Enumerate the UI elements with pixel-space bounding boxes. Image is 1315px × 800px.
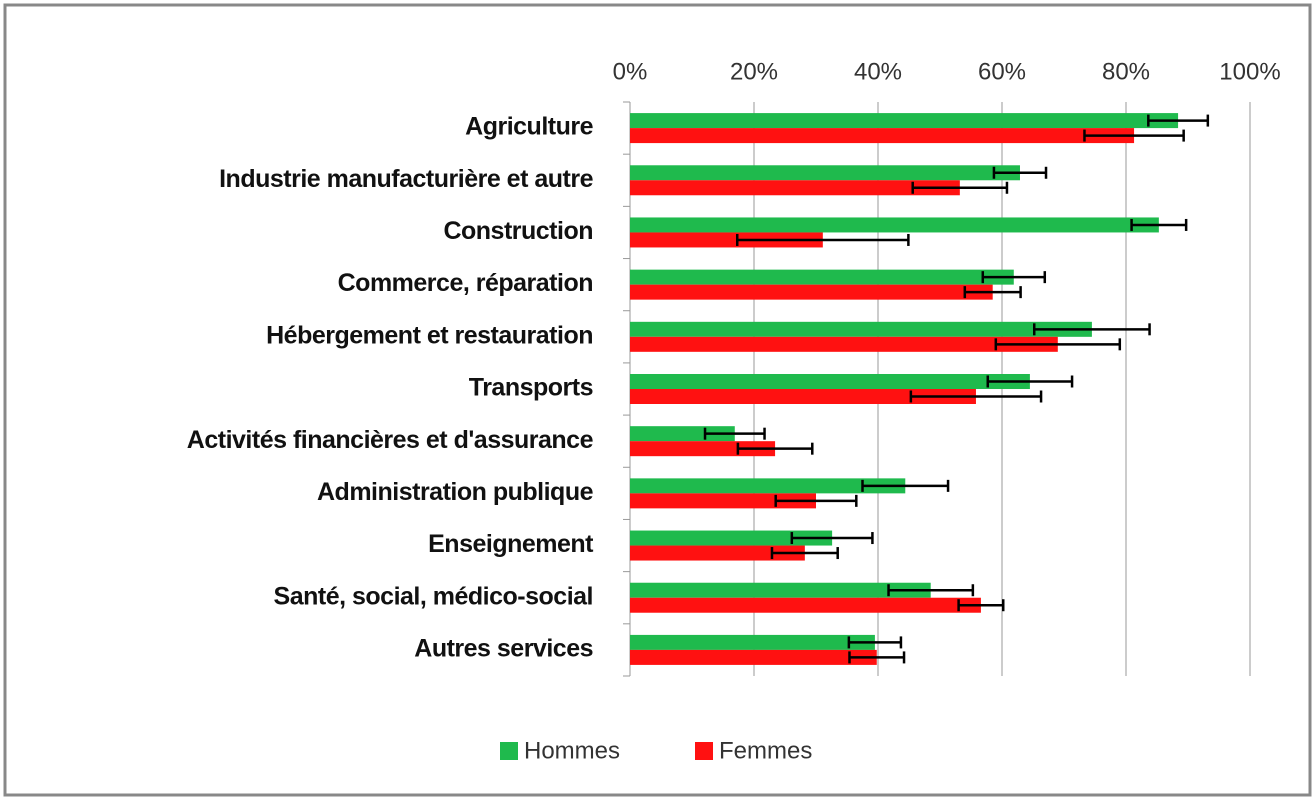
bar <box>630 217 1159 233</box>
legend-label: Femmes <box>719 737 812 764</box>
category-label: Construction <box>443 217 593 245</box>
category-label: Agriculture <box>465 113 593 141</box>
bar <box>630 336 1058 352</box>
category-label: Transports <box>469 374 593 402</box>
bar <box>630 582 931 598</box>
bar <box>630 269 1014 285</box>
error-bar <box>861 479 950 492</box>
bar <box>630 128 1135 144</box>
error-bar <box>963 286 1022 299</box>
error-bar <box>887 584 975 597</box>
error-bar <box>1130 218 1188 231</box>
bar <box>630 321 1092 337</box>
bar <box>630 165 1020 181</box>
error-bar <box>848 651 906 664</box>
error-bar <box>847 636 903 649</box>
bar <box>630 284 993 300</box>
bar <box>630 649 877 665</box>
category-label: Hébergement et restauration <box>266 321 593 349</box>
bar <box>630 478 906 494</box>
bar <box>630 493 816 509</box>
category-label: Commerce, réparation <box>338 269 593 297</box>
error-bar <box>736 233 910 246</box>
bar <box>630 232 823 248</box>
legend-swatch <box>695 742 713 760</box>
error-bar <box>1083 129 1185 142</box>
error-bar <box>981 271 1047 284</box>
bar <box>630 374 1030 389</box>
error-bar <box>790 532 874 545</box>
legend-swatch <box>500 742 518 760</box>
category-label: Administration publique <box>317 478 594 506</box>
category-label: Activités financières et d'assurance <box>187 426 594 454</box>
bar <box>630 113 1179 129</box>
error-bar <box>736 442 814 455</box>
error-bar <box>703 427 766 440</box>
bar <box>630 597 981 613</box>
bar <box>630 530 833 546</box>
error-bar <box>909 390 1043 403</box>
x-tick-label: 40% <box>854 58 902 85</box>
legend-label: Hommes <box>524 737 620 764</box>
error-bar <box>994 338 1122 351</box>
category-label: Santé, social, médico-social <box>274 582 593 610</box>
error-bar <box>774 494 858 507</box>
error-bar <box>1147 114 1210 127</box>
category-label: Autres services <box>414 635 593 663</box>
category-label: Industrie manufacturière et autre <box>219 165 593 193</box>
bar <box>630 180 960 196</box>
bar <box>630 634 875 650</box>
error-bar <box>992 166 1048 179</box>
x-tick-label: 0% <box>613 58 648 85</box>
bar <box>630 545 805 561</box>
error-bar <box>986 375 1074 388</box>
error-bar <box>770 547 839 560</box>
x-tick-label: 60% <box>978 58 1026 85</box>
bar <box>630 426 735 442</box>
error-bar <box>957 599 1005 612</box>
category-label: Enseignement <box>428 530 594 558</box>
bar <box>630 389 976 404</box>
x-tick-label: 100% <box>1219 58 1280 85</box>
error-bar <box>1032 323 1151 336</box>
x-tick-label: 80% <box>1102 58 1150 85</box>
x-tick-label: 20% <box>730 58 778 85</box>
error-bar <box>911 181 1009 194</box>
